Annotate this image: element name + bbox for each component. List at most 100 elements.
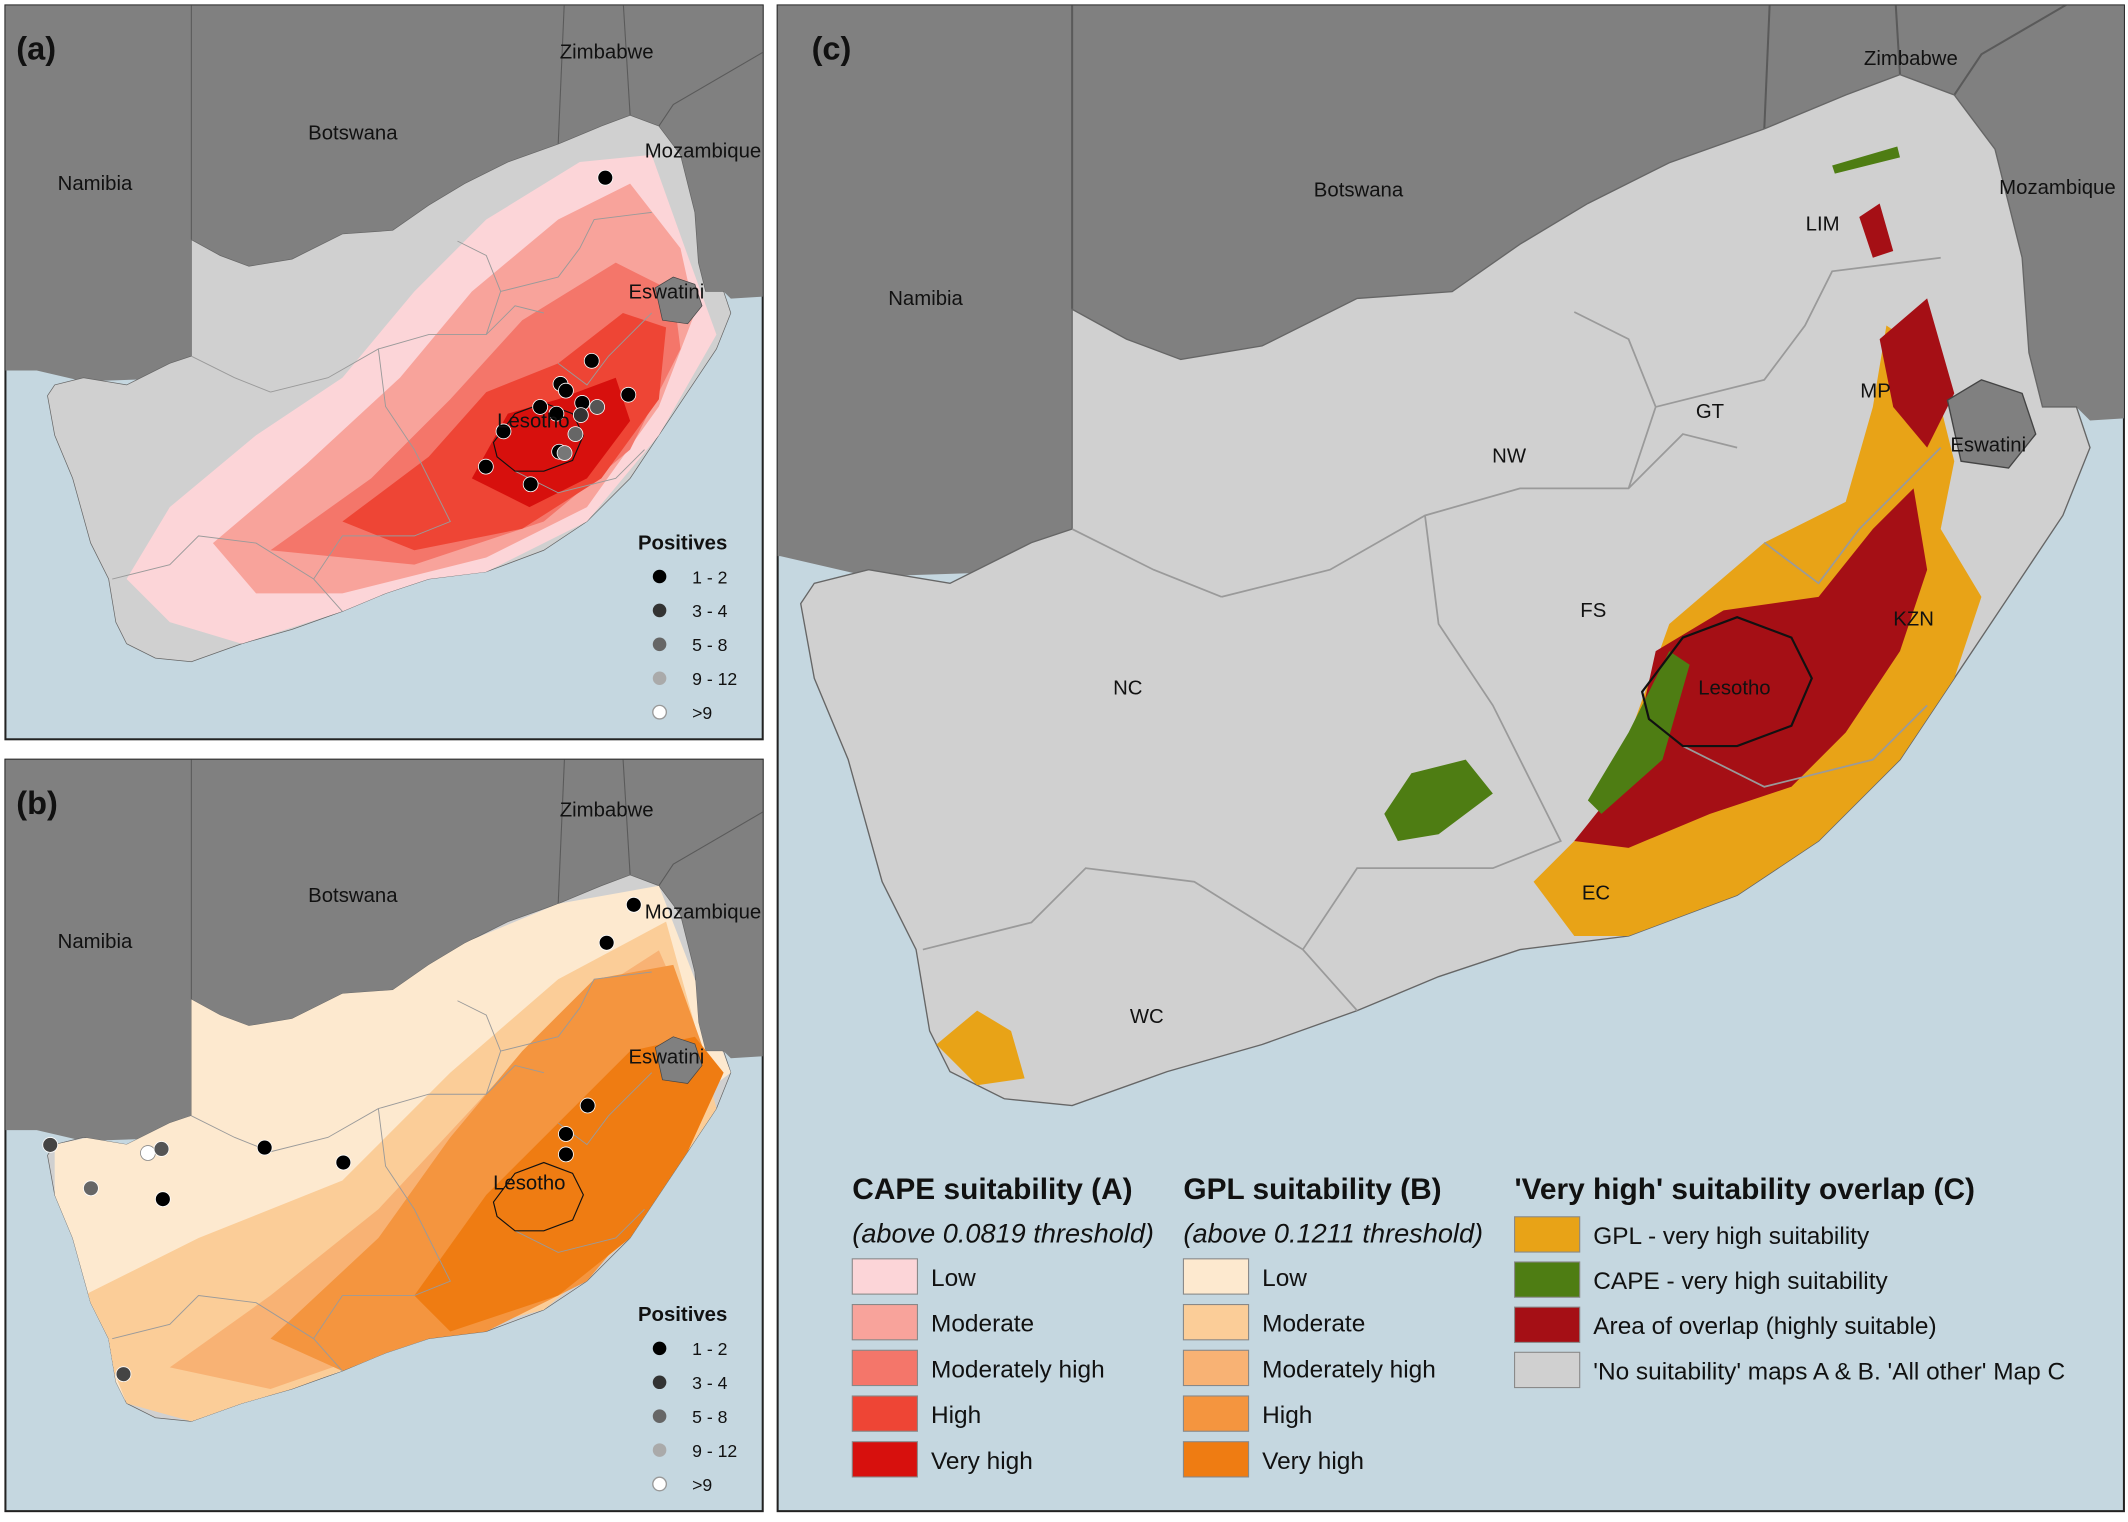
point bbox=[589, 399, 606, 415]
country-label: Eswatini bbox=[628, 1047, 704, 1069]
legend-item: 1 - 2 bbox=[692, 1339, 727, 1359]
legend-title: GPL suitability (B) bbox=[1183, 1173, 1441, 1206]
legend-item: Moderate bbox=[931, 1311, 1034, 1338]
legend-item: Area of overlap (highly suitable) bbox=[1593, 1313, 1936, 1340]
legend-item: Low bbox=[1262, 1265, 1307, 1292]
overlap-surface bbox=[936, 146, 1982, 1086]
point bbox=[548, 405, 565, 422]
legend-swatch bbox=[1182, 1258, 1250, 1295]
panel-label: (a) bbox=[16, 31, 56, 67]
map-b bbox=[5, 759, 763, 1422]
point bbox=[652, 1341, 667, 1356]
point bbox=[652, 1375, 667, 1390]
legend-title: CAPE suitability (A) bbox=[852, 1173, 1132, 1206]
map-c bbox=[777, 5, 2124, 1106]
province-label: EC bbox=[1582, 882, 1610, 904]
province-label: FS bbox=[1580, 600, 1606, 622]
point bbox=[477, 458, 494, 475]
legend-swatch bbox=[851, 1304, 918, 1341]
legend-item: >9 bbox=[692, 703, 712, 723]
country-label: Botswana bbox=[308, 885, 398, 907]
point bbox=[115, 1366, 132, 1383]
province-label: NC bbox=[1113, 678, 1142, 700]
point bbox=[579, 1097, 596, 1114]
point bbox=[652, 1443, 667, 1457]
point bbox=[583, 352, 600, 369]
suitability-area bbox=[270, 964, 710, 1372]
legend-swatch bbox=[1182, 1441, 1250, 1478]
country-label: Zimbabwe bbox=[560, 800, 654, 822]
points-a bbox=[477, 169, 637, 493]
legend-swatch bbox=[851, 1441, 918, 1478]
point bbox=[154, 1191, 171, 1208]
legend-item: 'No suitability' maps A & B. 'All other'… bbox=[1593, 1358, 2065, 1385]
country-label: Botswana bbox=[308, 123, 398, 145]
legend-item: GPL - very high suitability bbox=[1593, 1223, 1870, 1250]
country-label: Lesotho bbox=[493, 1173, 565, 1195]
point bbox=[532, 399, 549, 415]
legend-subtitle: (above 0.1211 threshold) bbox=[1183, 1218, 1483, 1249]
positives-legend-a: 1 - 2 3 - 4 5 - 8 9 - 12 >9 bbox=[652, 567, 737, 723]
legend-item: Moderately high bbox=[1262, 1356, 1436, 1383]
legend-item: 9 - 12 bbox=[692, 669, 737, 689]
suitability-area bbox=[1384, 146, 1900, 842]
point bbox=[598, 934, 615, 951]
suitability-legend: CAPE suitability (A) (above 0.0819 thres… bbox=[851, 1173, 2065, 1478]
country-label: Lesotho bbox=[1698, 678, 1770, 700]
country-label: Lesotho bbox=[497, 410, 569, 432]
legend-subtitle: (above 0.0819 threshold) bbox=[852, 1218, 1154, 1249]
point bbox=[153, 1141, 170, 1157]
legend-swatch bbox=[851, 1258, 918, 1295]
gpl-surface bbox=[54, 885, 731, 1422]
legend-swatch bbox=[851, 1349, 918, 1387]
point bbox=[652, 603, 667, 618]
point bbox=[558, 1126, 574, 1142]
country-label: Botswana bbox=[1314, 180, 1404, 202]
point bbox=[558, 1146, 574, 1163]
point bbox=[556, 445, 573, 461]
country-label: Mozambique bbox=[1999, 177, 2116, 199]
legend-title: Positives bbox=[638, 1304, 727, 1326]
legend-item: CAPE - very high suitability bbox=[1593, 1268, 1888, 1295]
province-label: MP bbox=[1860, 380, 1891, 402]
map-shape bbox=[5, 5, 763, 662]
legend-title: 'Very high' suitability overlap (C) bbox=[1515, 1173, 1975, 1206]
panel-label: (b) bbox=[16, 785, 58, 821]
country-label: Namibia bbox=[58, 931, 133, 953]
positives-legend-b: 1 - 2 3 - 4 5 - 8 9 - 12 >9 bbox=[652, 1339, 737, 1495]
legend-item: Low bbox=[931, 1265, 976, 1292]
legend-item: 9 - 12 bbox=[692, 1441, 737, 1461]
legend-item: 1 - 2 bbox=[692, 567, 727, 587]
point bbox=[522, 476, 539, 493]
point bbox=[495, 423, 512, 440]
legend-item: Moderately high bbox=[931, 1356, 1105, 1383]
legend-item: >9 bbox=[692, 1475, 712, 1495]
suitability-area bbox=[936, 325, 1982, 1086]
legend-item: Moderate bbox=[1262, 1311, 1365, 1338]
country-label: Namibia bbox=[888, 288, 963, 310]
country-label: Zimbabwe bbox=[1864, 48, 1958, 70]
point bbox=[652, 569, 667, 584]
province-label: LIM bbox=[1806, 214, 1840, 236]
point bbox=[625, 896, 642, 913]
legend-item: Very high bbox=[1262, 1448, 1364, 1475]
legend-item: 5 - 8 bbox=[692, 1407, 727, 1427]
country-label: Eswatini bbox=[1950, 435, 2026, 457]
legend-swatch bbox=[1514, 1351, 1581, 1389]
legend-swatch bbox=[1182, 1304, 1250, 1341]
point bbox=[567, 426, 584, 442]
province-label: WC bbox=[1130, 1006, 1164, 1028]
country-label: Zimbabwe bbox=[560, 41, 654, 63]
point bbox=[256, 1139, 273, 1156]
legend-item: 5 - 8 bbox=[692, 635, 727, 655]
point bbox=[620, 386, 637, 403]
country-label: Eswatini bbox=[628, 281, 704, 303]
point bbox=[42, 1137, 59, 1153]
country-label: Namibia bbox=[58, 173, 133, 195]
points-b bbox=[42, 896, 642, 1383]
panel-label: (c) bbox=[812, 31, 852, 67]
province-label: GT bbox=[1696, 401, 1724, 423]
legend-swatch bbox=[1514, 1306, 1581, 1343]
point bbox=[335, 1154, 352, 1171]
country-label: Mozambique bbox=[645, 901, 762, 923]
